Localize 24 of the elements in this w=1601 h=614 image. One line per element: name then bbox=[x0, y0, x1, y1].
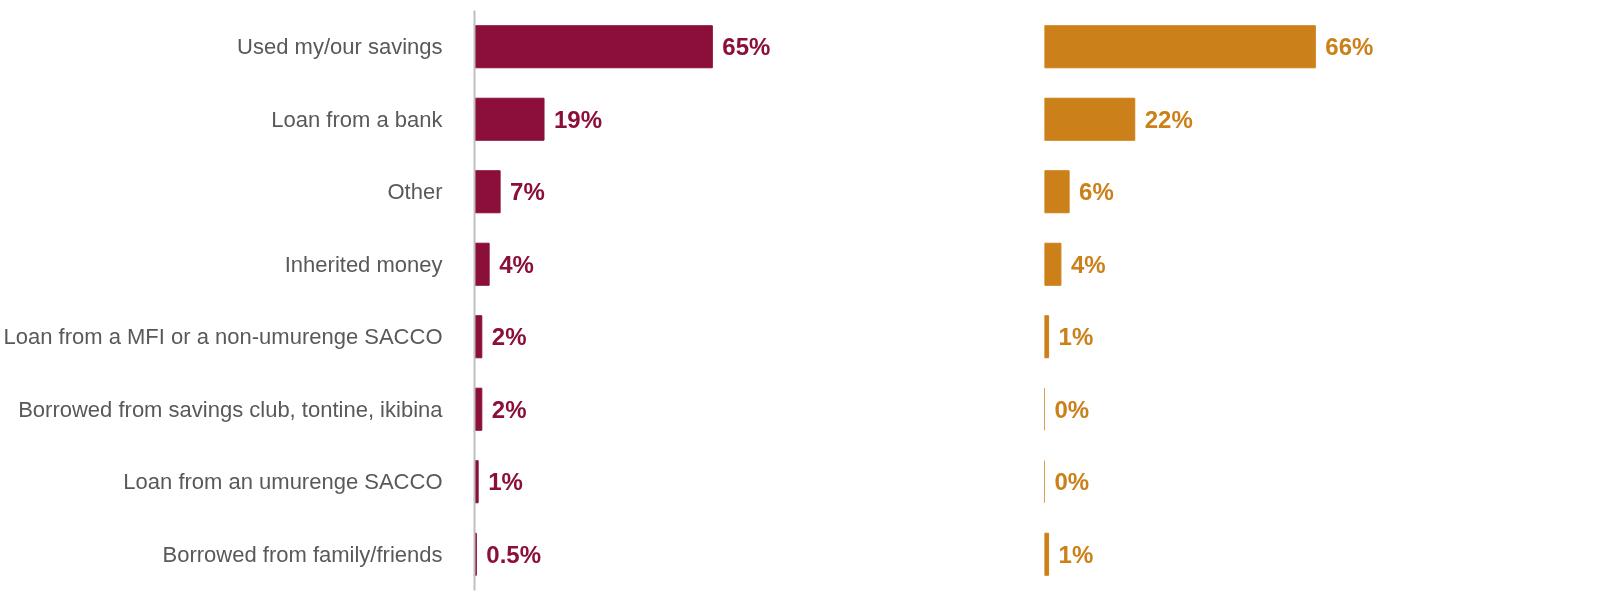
data-label: 66% bbox=[1325, 33, 1374, 61]
data-label: 2% bbox=[491, 323, 527, 351]
y-tick-label: Borrowed from savings club, tontine, ikibina bbox=[18, 396, 444, 422]
data-label: 22% bbox=[1144, 105, 1193, 133]
data-label: 1% bbox=[1058, 323, 1094, 351]
y-tick-label: Loan from a MFI or a non-umurenge SACCO bbox=[3, 324, 443, 350]
y-tick-label: Loan from an umurenge SACCO bbox=[123, 469, 443, 495]
data-label: 4% bbox=[1070, 250, 1106, 278]
data-label: 65% bbox=[722, 33, 771, 61]
y-tick-label: Loan from a bank bbox=[271, 106, 444, 132]
y-tick-label: Used my/our savings bbox=[237, 34, 443, 60]
data-label: 1% bbox=[1058, 540, 1094, 568]
data-label: 6% bbox=[1079, 178, 1114, 206]
y-tick-label: Other bbox=[387, 179, 443, 205]
y-tick-label: Inherited money bbox=[284, 251, 443, 277]
data-label: 0% bbox=[1054, 468, 1090, 496]
y-tick-label: Borrowed from family/friends bbox=[162, 541, 443, 567]
data-label: 19% bbox=[554, 105, 603, 133]
data-label: 1% bbox=[488, 468, 523, 496]
data-label: 0% bbox=[1054, 395, 1090, 423]
data-label: 0.5% bbox=[486, 540, 542, 568]
data-label: 2% bbox=[491, 395, 527, 423]
data-label: 7% bbox=[510, 178, 545, 206]
data-label: 4% bbox=[499, 250, 534, 278]
